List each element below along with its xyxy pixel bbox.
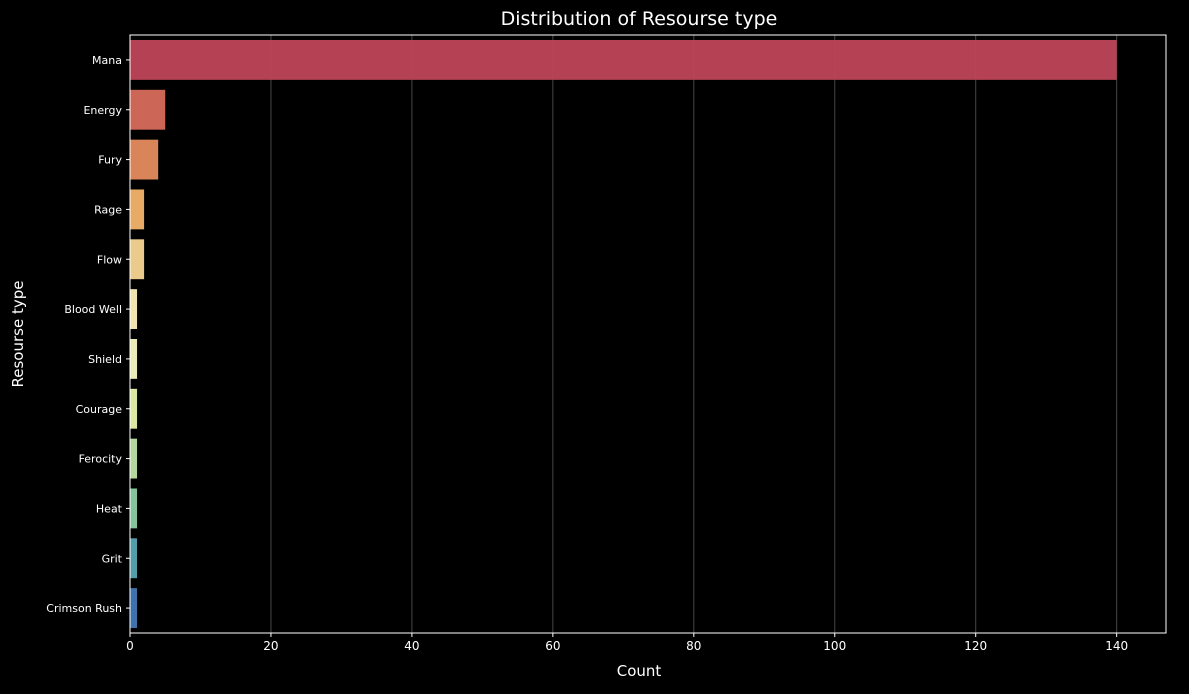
x-tick-label: 120 xyxy=(964,639,987,653)
chart-title: Distribution of Resourse type xyxy=(501,8,778,30)
y-tick-label: Heat xyxy=(96,502,123,515)
y-tick-label: Ferocity xyxy=(79,453,123,466)
y-tick-label: Flow xyxy=(97,253,122,266)
ticks-layer: 0 20 40 60 80 100 120 140 Mana Energy Fury Rage Flow… xyxy=(46,54,1128,653)
x-tick-label: 20 xyxy=(263,639,278,653)
bars-layer xyxy=(130,39,1117,629)
bar xyxy=(130,388,138,429)
bar xyxy=(130,239,145,280)
x-axis-label: Count xyxy=(617,662,662,680)
x-tick-label: 80 xyxy=(686,639,701,653)
bar xyxy=(130,488,138,529)
bar xyxy=(130,39,1117,80)
bar xyxy=(130,538,138,579)
y-tick-label: Mana xyxy=(92,54,122,67)
y-tick-label: Courage xyxy=(76,403,123,416)
x-tick-label: 0 xyxy=(126,639,134,653)
x-tick-label: 60 xyxy=(545,639,560,653)
axes-layer xyxy=(129,34,1167,634)
y-tick-label: Energy xyxy=(83,104,122,117)
x-tick-label: 40 xyxy=(404,639,419,653)
y-tick-label: Grit xyxy=(102,552,123,565)
bar xyxy=(130,338,138,379)
bar xyxy=(130,139,159,180)
plot-frame xyxy=(129,34,1167,634)
bar xyxy=(130,588,138,629)
x-tick-label: 100 xyxy=(823,639,846,653)
grid-layer xyxy=(129,35,1118,633)
bar xyxy=(130,438,138,479)
bar xyxy=(130,189,145,230)
y-tick-label: Crimson Rush xyxy=(46,602,122,615)
bar xyxy=(130,89,166,130)
y-tick-label: Blood Well xyxy=(64,303,122,316)
x-tick-label: 140 xyxy=(1105,639,1128,653)
y-tick-label: Shield xyxy=(88,353,122,366)
y-tick-label: Rage xyxy=(94,203,122,216)
bar xyxy=(130,289,138,330)
y-axis-label: Resourse type xyxy=(9,281,27,388)
y-tick-label: Fury xyxy=(98,154,122,167)
